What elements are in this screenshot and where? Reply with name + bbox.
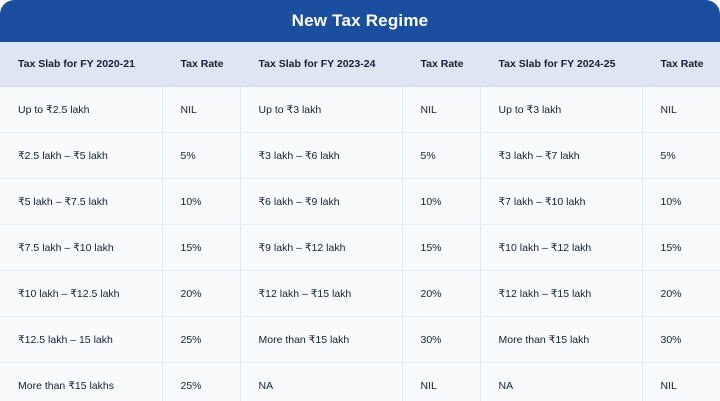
cell-rate_2024_25: 5% [642,132,720,179]
card-title-bar: New Tax Regime [0,0,720,42]
cell-slab_2020_21: ₹12.5 lakh – 15 lakh [0,316,163,363]
cell-rate_2024_25: 10% [642,178,720,225]
table-row: ₹12.5 lakh – 15 lakh 25% More than ₹15 lak… [0,316,720,363]
cell-rate_2023_24: 15% [402,224,481,271]
cell-slab_2023_24: ₹9 lakh – ₹12 lakh [240,224,403,271]
cell-rate_2023_24: NIL [402,86,481,133]
column-header-slab_2020_21: Tax Slab for FY 2020-21 [0,42,163,87]
cell-rate_2024_25: NIL [642,86,720,133]
cell-slab_2023_24: ₹6 lakh – ₹9 lakh [240,178,403,225]
cell-slab_2024_25: ₹7 lakh – ₹10 lakh [480,178,643,225]
cell-slab_2020_21: ₹7.5 lakh – ₹10 lakh [0,224,163,271]
cell-rate_2020_21: 20% [162,270,241,317]
cell-slab_2020_21: Up to ₹2.5 lakh [0,86,163,133]
column-header-rate_2024_25: Tax Rate [642,42,720,87]
cell-slab_2024_25: ₹3 lakh – ₹7 lakh [480,132,643,179]
cell-slab_2023_24: Up to ₹3 lakh [240,86,403,133]
cell-slab_2023_24: ₹3 lakh – ₹6 lakh [240,132,403,179]
cell-slab_2020_21: More than ₹15 lakhs [0,362,163,401]
table-body: Up to ₹2.5 lakh NIL Up to ₹3 lakh NIL Up to … [0,86,720,401]
cell-slab_2023_24: More than ₹15 lakh [240,316,403,363]
column-header-rate_2020_21: Tax Rate [162,42,241,87]
table-row: ₹10 lakh – ₹12.5 lakh 20% ₹12 lakh – ₹15 l… [0,270,720,317]
cell-rate_2023_24: 10% [402,178,481,225]
cell-slab_2020_21: ₹5 lakh – ₹7.5 lakh [0,178,163,225]
cell-slab_2024_25: NA [480,362,643,401]
table-row: Up to ₹2.5 lakh NIL Up to ₹3 lakh NIL Up to … [0,86,720,133]
table-header: Tax Slab for FY 2020-21 Tax Rate Tax Slab … [0,42,720,87]
cell-slab_2020_21: ₹10 lakh – ₹12.5 lakh [0,270,163,317]
cell-rate_2024_25: 15% [642,224,720,271]
table-row: ₹5 lakh – ₹7.5 lakh 10% ₹6 lakh – ₹9 lakh 1… [0,178,720,225]
column-header-slab_2023_24: Tax Slab for FY 2023-24 [240,42,403,87]
cell-rate_2023_24: 30% [402,316,481,363]
cell-slab_2024_25: ₹12 lakh – ₹15 lakh [480,270,643,317]
cell-rate_2020_21: 15% [162,224,241,271]
cell-rate_2020_21: 5% [162,132,241,179]
cell-rate_2020_21: 10% [162,178,241,225]
cell-rate_2024_25: 20% [642,270,720,317]
cell-rate_2020_21: NIL [162,86,241,133]
cell-rate_2023_24: 20% [402,270,481,317]
column-header-rate_2023_24: Tax Rate [402,42,481,87]
cell-slab_2024_25: ₹10 lakh – ₹12 lakh [480,224,643,271]
table-row: ₹7.5 lakh – ₹10 lakh 15% ₹9 lakh – ₹12 lak… [0,224,720,271]
cell-slab_2023_24: ₹12 lakh – ₹15 lakh [240,270,403,317]
cell-rate_2024_25: NIL [642,362,720,401]
cell-rate_2020_21: 25% [162,362,241,401]
cell-rate_2023_24: 5% [402,132,481,179]
cell-slab_2020_21: ₹2.5 lakh – ₹5 lakh [0,132,163,179]
cell-rate_2023_24: NIL [402,362,481,401]
cell-rate_2020_21: 25% [162,316,241,363]
page-title: New Tax Regime [291,11,429,30]
cell-slab_2024_25: More than ₹15 lakh [480,316,643,363]
table-header-row: Tax Slab for FY 2020-21 Tax Rate Tax Slab … [0,42,720,87]
tax-slab-table: Tax Slab for FY 2020-21 Tax Rate Tax Slab … [0,42,720,401]
cell-rate_2024_25: 30% [642,316,720,363]
cell-slab_2024_25: Up to ₹3 lakh [480,86,643,133]
table-row: ₹2.5 lakh – ₹5 lakh 5% ₹3 lakh – ₹6 lakh 5%… [0,132,720,179]
column-header-slab_2024_25: Tax Slab for FY 2024-25 [480,42,643,87]
cell-slab_2023_24: NA [240,362,403,401]
table-row: More than ₹15 lakhs 25% NA NIL NA NIL [0,362,720,401]
